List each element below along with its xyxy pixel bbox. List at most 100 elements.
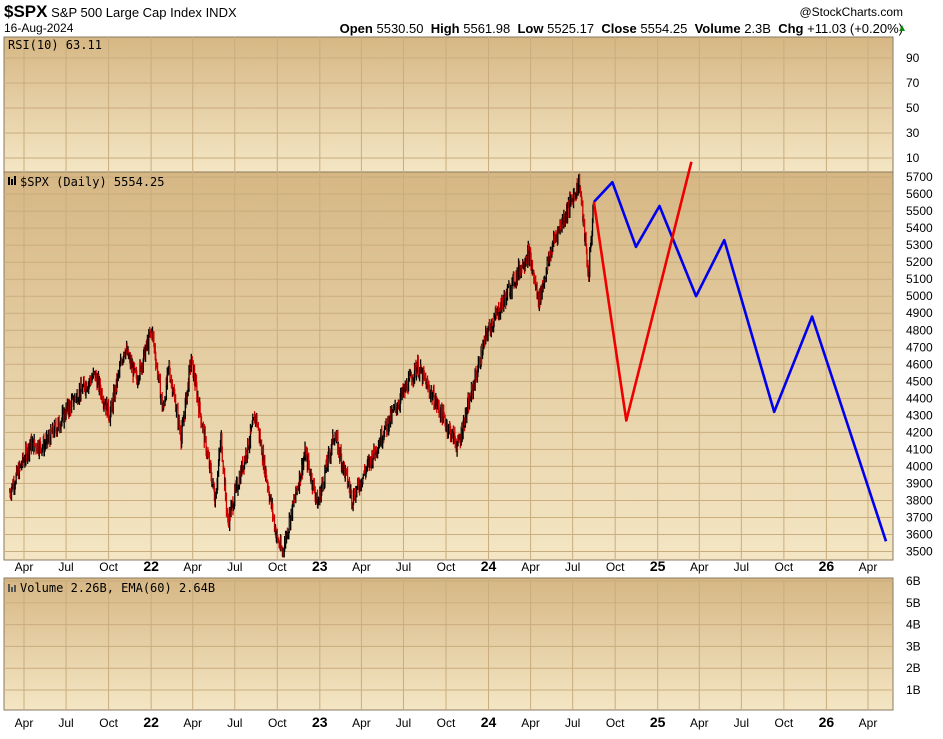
- x-tick-label: Apr: [15, 560, 34, 574]
- x-tick-label: Oct: [606, 560, 625, 574]
- x-tick-label: 23: [312, 558, 328, 574]
- x-tick-label: Oct: [775, 716, 794, 730]
- ohlc-stats: Open 5530.50 High 5561.98 Low 5525.17 Cl…: [339, 21, 903, 36]
- x-tick-label: Oct: [775, 560, 794, 574]
- grid-lines: [4, 37, 893, 710]
- x-tick-label: 22: [143, 714, 159, 730]
- x-tick-label: Apr: [183, 716, 202, 730]
- y-tick-label: 5600: [906, 187, 933, 201]
- y-tick-label: 3500: [906, 544, 933, 558]
- x-tick-label: Oct: [99, 716, 118, 730]
- x-tick-label: Apr: [521, 560, 540, 574]
- x-tick-label: Jul: [565, 560, 580, 574]
- x-tick-label: Apr: [859, 560, 878, 574]
- x-tick-label: Jul: [58, 716, 73, 730]
- y-tick-label: 3600: [906, 527, 933, 541]
- price-label: $SPX (Daily) 5554.25: [20, 175, 165, 189]
- y-tick-label: 5500: [906, 204, 933, 218]
- x-tick-label: Oct: [268, 716, 287, 730]
- y-tick-label: 5300: [906, 238, 933, 252]
- x-tick-label: 26: [819, 558, 835, 574]
- y-tick-label: 3800: [906, 493, 933, 507]
- x-tick-label: Jul: [227, 560, 242, 574]
- x-tick-label: 23: [312, 714, 328, 730]
- projection-line-red: [592, 161, 693, 422]
- y-tick-label: 4400: [906, 391, 933, 405]
- x-tick-label: Apr: [15, 716, 34, 730]
- x-tick-label: Oct: [606, 716, 625, 730]
- x-tick-label: Apr: [690, 560, 709, 574]
- x-tick-label: Apr: [183, 560, 202, 574]
- y-tick-label: 3900: [906, 476, 933, 490]
- volume-tick-label: 3B: [906, 639, 921, 653]
- volume-panel: [3, 577, 894, 711]
- x-tick-label: Apr: [690, 716, 709, 730]
- projection-line-blue: [592, 180, 888, 542]
- chg-up-arrow-icon: ▲: [897, 23, 907, 34]
- volume-tick-label: 5B: [906, 596, 921, 610]
- x-tick-label: Apr: [859, 716, 878, 730]
- y-tick-label: 5100: [906, 272, 933, 286]
- price-bars: [9, 173, 594, 558]
- watermark: @StockCharts.com: [799, 5, 903, 19]
- y-tick-label: 4200: [906, 425, 933, 439]
- x-tick-label: Jul: [734, 560, 749, 574]
- x-tick-label: Apr: [352, 716, 371, 730]
- volume-tick-label: 2B: [906, 661, 921, 675]
- volume-tick-label: 4B: [906, 618, 921, 632]
- x-tick-label: Oct: [437, 560, 456, 574]
- rsi-label: RSI(10) 63.11: [8, 38, 102, 52]
- y-tick-label: 5200: [906, 255, 933, 269]
- rsi-panel: [3, 36, 894, 173]
- x-tick-label: Jul: [396, 560, 411, 574]
- volume-tick-label: 6B: [906, 574, 921, 588]
- volume-axis: 6B 5B 4B 3B 2B 1B: [906, 574, 921, 697]
- x-tick-label: Jul: [396, 716, 411, 730]
- x-tick-label: Oct: [437, 716, 456, 730]
- y-tick-label: 4300: [906, 408, 933, 422]
- y-tick-label: 5700: [906, 170, 933, 184]
- rsi-tick-label: 10: [906, 151, 920, 165]
- rsi-tick-label: 50: [906, 101, 920, 115]
- volume-label: Volume 2.26B, EMA(60) 2.64B: [20, 581, 215, 595]
- y-tick-label: 4900: [906, 306, 933, 320]
- x-tick-label: Jul: [565, 716, 580, 730]
- y-tick-label: 5000: [906, 289, 933, 303]
- x-tick-label: Jul: [227, 716, 242, 730]
- x-tick-label: Apr: [521, 716, 540, 730]
- y-tick-label: 3700: [906, 510, 933, 524]
- volume-tick-label: 1B: [906, 683, 921, 697]
- x-tick-label: Oct: [99, 560, 118, 574]
- x-tick-label: 26: [819, 714, 835, 730]
- y-tick-label: 4600: [906, 357, 933, 371]
- x-tick-label: 25: [650, 714, 666, 730]
- price-axis: 5700 5600 5500 5400 5300 5200 5100 5000 4900 4800…: [906, 170, 933, 558]
- x-tick-label: 24: [481, 714, 497, 730]
- x-tick-label: 24: [481, 558, 497, 574]
- y-tick-label: 4100: [906, 442, 933, 456]
- volume-label-icon: [8, 584, 16, 592]
- x-tick-label: 25: [650, 558, 666, 574]
- rsi-axis: 90 70 50 30 10: [906, 51, 920, 165]
- rsi-tick-label: 90: [906, 51, 920, 65]
- price-label-icon: [8, 176, 16, 185]
- symbol: $SPX: [4, 2, 48, 21]
- projection-lines: [592, 161, 888, 542]
- x-tick-label: Apr: [352, 560, 371, 574]
- x-tick-label: Jul: [734, 716, 749, 730]
- y-tick-label: 4700: [906, 340, 933, 354]
- chart-title: $SPX S&P 500 Large Cap Index INDX: [4, 2, 237, 22]
- x-tick-label: Oct: [268, 560, 287, 574]
- y-tick-label: 4800: [906, 323, 933, 337]
- y-tick-label: 4500: [906, 374, 933, 388]
- price-panel: [3, 171, 894, 561]
- y-tick-label: 4000: [906, 459, 933, 473]
- exchange: INDX: [205, 5, 237, 20]
- x-tick-label: Jul: [58, 560, 73, 574]
- rsi-tick-label: 30: [906, 126, 920, 140]
- y-tick-label: 5400: [906, 221, 933, 235]
- index-name: S&P 500 Large Cap Index: [51, 5, 202, 20]
- x-tick-label: 22: [143, 558, 159, 574]
- date-axis: Apr Apr Jul Jul Oct Oct 22 22 Apr Apr Jul Jul Oct Oct…: [15, 558, 878, 730]
